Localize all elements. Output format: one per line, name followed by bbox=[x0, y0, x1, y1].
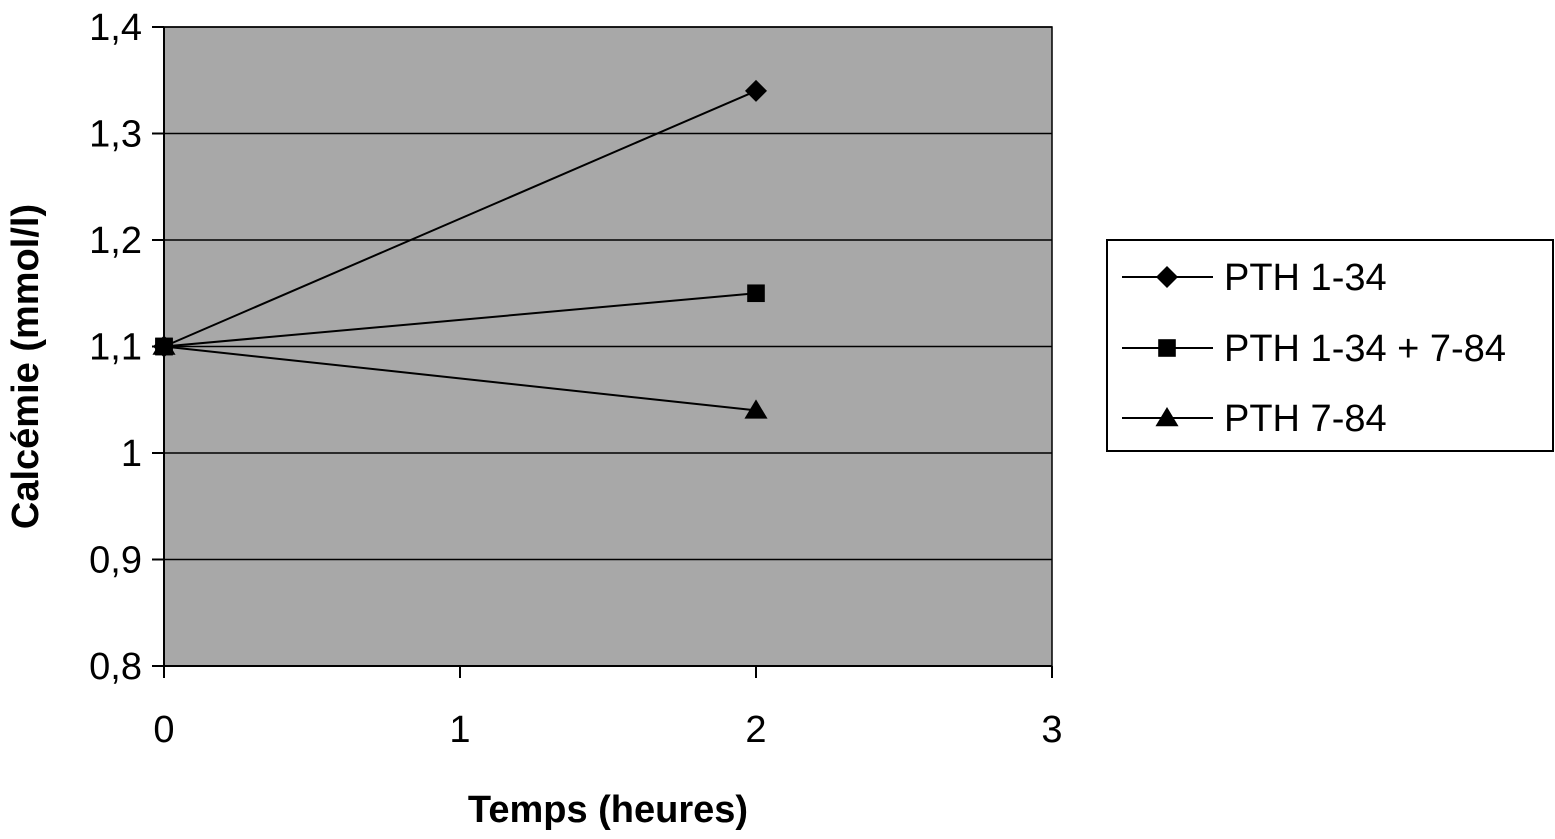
legend-marker bbox=[1156, 266, 1178, 288]
y-tick-label: 1,1 bbox=[89, 327, 142, 369]
x-tick-label: 0 bbox=[153, 709, 174, 751]
x-tick-label: 3 bbox=[1041, 709, 1062, 751]
y-tick-label: 1,3 bbox=[89, 114, 142, 156]
x-tick-label: 2 bbox=[745, 709, 766, 751]
series-line bbox=[163, 345, 757, 412]
x-axis-title: Temps (heures) bbox=[468, 789, 748, 831]
legend-label: PTH 7-84 bbox=[1224, 398, 1387, 440]
grid-lines bbox=[164, 26, 1052, 561]
x-axis-ticks: 0 1 2 3 bbox=[153, 666, 1063, 751]
legend-item: PTH 1-34 + 7-84 bbox=[1122, 328, 1506, 370]
origin-marker-group bbox=[155, 337, 173, 356]
series-line bbox=[163, 292, 757, 348]
series-line bbox=[163, 89, 757, 348]
legend-marker bbox=[1158, 339, 1176, 357]
legend-item: PTH 7-84 bbox=[1122, 398, 1387, 440]
data-point bbox=[744, 399, 768, 419]
legend-label: PTH 1-34 bbox=[1224, 257, 1387, 299]
data-point bbox=[155, 337, 173, 356]
legend-box bbox=[1106, 239, 1554, 452]
y-axis-title: Calcémie (mmol/l) bbox=[5, 204, 47, 529]
legend-item: PTH 1-34 bbox=[1122, 257, 1387, 299]
legend-marker bbox=[1155, 407, 1179, 427]
y-axis-ticks: 0,8 0,9 1 1,1 1,2 1,3 1,4 bbox=[89, 7, 164, 688]
data-point bbox=[745, 79, 767, 102]
series-group bbox=[152, 79, 768, 419]
x-tick-label: 1 bbox=[449, 709, 470, 751]
y-tick-label: 1,2 bbox=[89, 220, 142, 262]
y-tick-label: 1 bbox=[121, 433, 142, 475]
y-tick-label: 1,4 bbox=[89, 7, 142, 49]
legend: PTH 1-34 PTH 1-34 + 7-84 PTH 7-84 bbox=[1106, 239, 1554, 452]
legend-label: PTH 1-34 + 7-84 bbox=[1224, 328, 1506, 370]
y-tick-label: 0,9 bbox=[89, 540, 142, 582]
data-point bbox=[747, 284, 765, 303]
y-tick-label: 0,8 bbox=[89, 646, 142, 688]
